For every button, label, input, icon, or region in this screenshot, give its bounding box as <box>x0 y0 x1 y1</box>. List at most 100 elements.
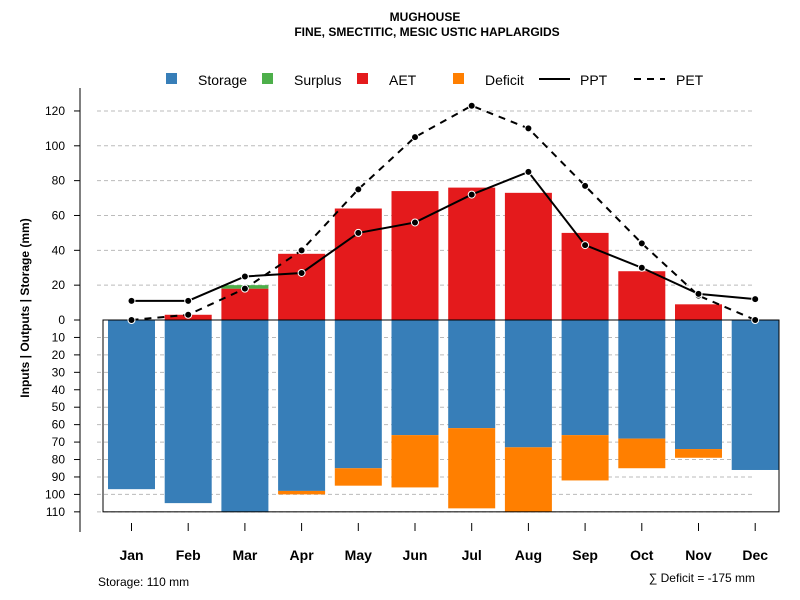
pet-point-dec <box>751 316 760 324</box>
bar-storage-mar <box>221 320 269 512</box>
series-lines <box>127 101 760 324</box>
legend-label-aet: AET <box>389 72 417 88</box>
y-tick-label-bottom-90: 90 <box>52 470 66 484</box>
ppt-point-nov <box>694 289 703 298</box>
y-tick-label-bottom-70: 70 <box>52 435 66 449</box>
pet-point-jan <box>127 316 136 324</box>
x-tick-label-apr: Apr <box>290 547 315 563</box>
ppt-point-aug <box>524 167 533 176</box>
x-tick-label-may: May <box>345 547 372 563</box>
legend-label-deficit: Deficit <box>485 72 524 88</box>
x-tick-label-oct: Oct <box>630 547 654 563</box>
ppt-point-oct <box>637 263 646 272</box>
ppt-point-jun <box>411 218 419 227</box>
y-tick-label-bottom-30: 30 <box>52 365 66 379</box>
y-axis-label: Inputs | Outputs | Storage (mm) <box>18 218 32 397</box>
bar-deficit-may <box>334 468 382 486</box>
x-tick-label-jun: Jun <box>403 547 428 563</box>
bar-storage-dec <box>731 320 779 470</box>
storage-note: Storage: 110 mm <box>98 575 189 589</box>
pet-point-apr <box>297 246 306 255</box>
chart-subtitle: FINE, SMECTITIC, MESIC USTIC HAPLARGIDS <box>294 25 559 39</box>
ppt-point-mar <box>240 272 249 281</box>
bar-aet-mar <box>221 288 269 320</box>
legend-swatch-deficit <box>453 73 464 84</box>
x-tick-label-feb: Feb <box>176 547 201 563</box>
bar-deficit-oct <box>618 438 666 469</box>
pet-point-aug <box>524 124 533 133</box>
bar-deficit-nov <box>675 449 722 458</box>
bar-aet-oct <box>618 271 666 320</box>
pet-point-sep <box>581 181 590 190</box>
legend-swatch-aet <box>357 73 368 84</box>
bar-aet-aug <box>504 192 552 320</box>
y-tick-label-bottom-50: 50 <box>52 400 66 414</box>
bar-aet-apr <box>278 253 326 320</box>
legend-swatch-storage <box>166 73 177 84</box>
bar-aet-nov <box>675 304 722 320</box>
ppt-line <box>131 170 756 302</box>
pet-point-mar <box>240 284 249 293</box>
x-tick-label-nov: Nov <box>685 547 712 563</box>
x-tick-label-aug: Aug <box>515 547 542 563</box>
y-tick-label-top-120: 120 <box>45 104 65 118</box>
bar-deficit-aug <box>504 447 552 512</box>
pet-point-oct <box>637 239 646 248</box>
ppt-point-jul <box>467 190 476 199</box>
y-tick-label-bottom-80: 80 <box>52 453 66 467</box>
y-tick-label-bottom-10: 10 <box>52 330 66 344</box>
legend-label-ppt: PPT <box>580 72 608 88</box>
legend-label-surplus: Surplus <box>294 72 341 88</box>
y-tick-label-bottom-110: 110 <box>46 505 65 519</box>
bar-storage-jan <box>108 320 155 490</box>
ppt-point-apr <box>297 268 306 277</box>
deficit-note: ∑ Deficit = -175 mm <box>649 571 755 585</box>
bar-aet-jun <box>391 191 439 320</box>
bar-aet-jul <box>448 187 496 320</box>
bar-storage-apr <box>278 320 326 491</box>
pet-line <box>131 104 756 321</box>
x-tick-label-dec: Dec <box>742 547 768 563</box>
ppt-point-sep <box>581 241 590 250</box>
axes: 0 20 40 60 80 100 120 10 20 30 40 50 60 70 80 90 100 110 J… <box>45 88 768 563</box>
ppt-point-may <box>354 228 363 237</box>
bar-deficit-jun <box>391 435 439 488</box>
y-tick-label-top-100: 100 <box>45 139 65 153</box>
bars <box>108 187 779 512</box>
bar-storage-may <box>334 320 382 469</box>
bar-storage-aug <box>504 320 552 448</box>
pet-point-may <box>354 185 363 194</box>
legend-swatch-surplus <box>262 73 273 84</box>
y-tick-label-top-0: 0 <box>58 313 65 327</box>
bar-deficit-jul <box>448 428 496 509</box>
pet-point-feb <box>184 310 193 319</box>
x-tick-label-jul: Jul <box>462 547 482 563</box>
bar-deficit-sep <box>561 435 609 481</box>
pet-point-jun <box>411 133 419 142</box>
legend-label-storage: Storage <box>198 72 247 88</box>
y-tick-label-top-40: 40 <box>52 243 66 257</box>
y-tick-label-top-60: 60 <box>52 208 66 222</box>
bar-storage-oct <box>618 320 666 439</box>
ppt-point-dec <box>751 295 760 304</box>
legend-label-pet: PET <box>676 72 704 88</box>
y-tick-label-top-80: 80 <box>52 174 66 188</box>
bar-aet-may <box>334 208 382 320</box>
bar-storage-sep <box>561 320 609 436</box>
ppt-point-feb <box>184 296 193 305</box>
x-tick-label-mar: Mar <box>232 547 257 563</box>
legend: Storage Surplus AET Deficit PPT PET <box>166 72 704 88</box>
y-tick-label-top-20: 20 <box>52 278 66 292</box>
chart-title: MUGHOUSE <box>390 10 461 24</box>
bar-storage-jun <box>391 320 439 436</box>
y-tick-label-bottom-60: 60 <box>52 418 66 432</box>
y-tick-label-bottom-20: 20 <box>52 348 66 362</box>
bar-storage-jul <box>448 320 496 429</box>
x-tick-label-jan: Jan <box>119 547 143 563</box>
y-tick-label-bottom-100: 100 <box>45 487 65 501</box>
ppt-point-jan <box>127 296 136 305</box>
bar-storage-nov <box>675 320 722 450</box>
bar-storage-feb <box>164 320 212 504</box>
plot-frame <box>102 319 780 513</box>
